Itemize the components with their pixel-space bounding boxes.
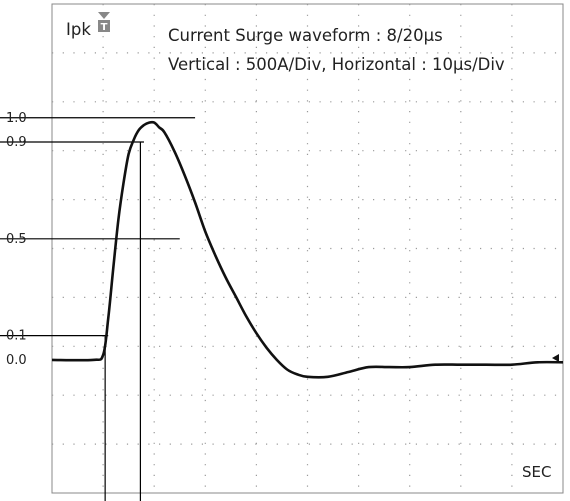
y-level-label: 1.0 [6, 111, 27, 126]
y-level-label: 0.1 [6, 329, 27, 344]
chart-title-line-1: Current Surge waveform : 8/20μs [168, 26, 443, 45]
reference-lines [0, 117, 196, 501]
x-unit-label: SEC [522, 463, 551, 481]
y-level-label: 0.9 [6, 135, 27, 150]
waveform-trace [51, 120, 564, 379]
y-level-label: 0.5 [6, 232, 27, 247]
peak-marker-icon: T [98, 12, 110, 33]
svg-text:T: T [101, 22, 108, 33]
chart-title-line-2: Vertical : 500A/Div, Horizontal : 10μs/D… [168, 55, 505, 74]
plot-border [51, 3, 564, 494]
grid [52, 4, 563, 493]
y-level-label: 0.0 [6, 353, 27, 368]
y-level-labels: 1.0 0.9 0.5 0.1 0.0 [6, 111, 27, 368]
peak-label: Ipk [66, 20, 91, 39]
trigger-marker-icon [552, 354, 559, 362]
